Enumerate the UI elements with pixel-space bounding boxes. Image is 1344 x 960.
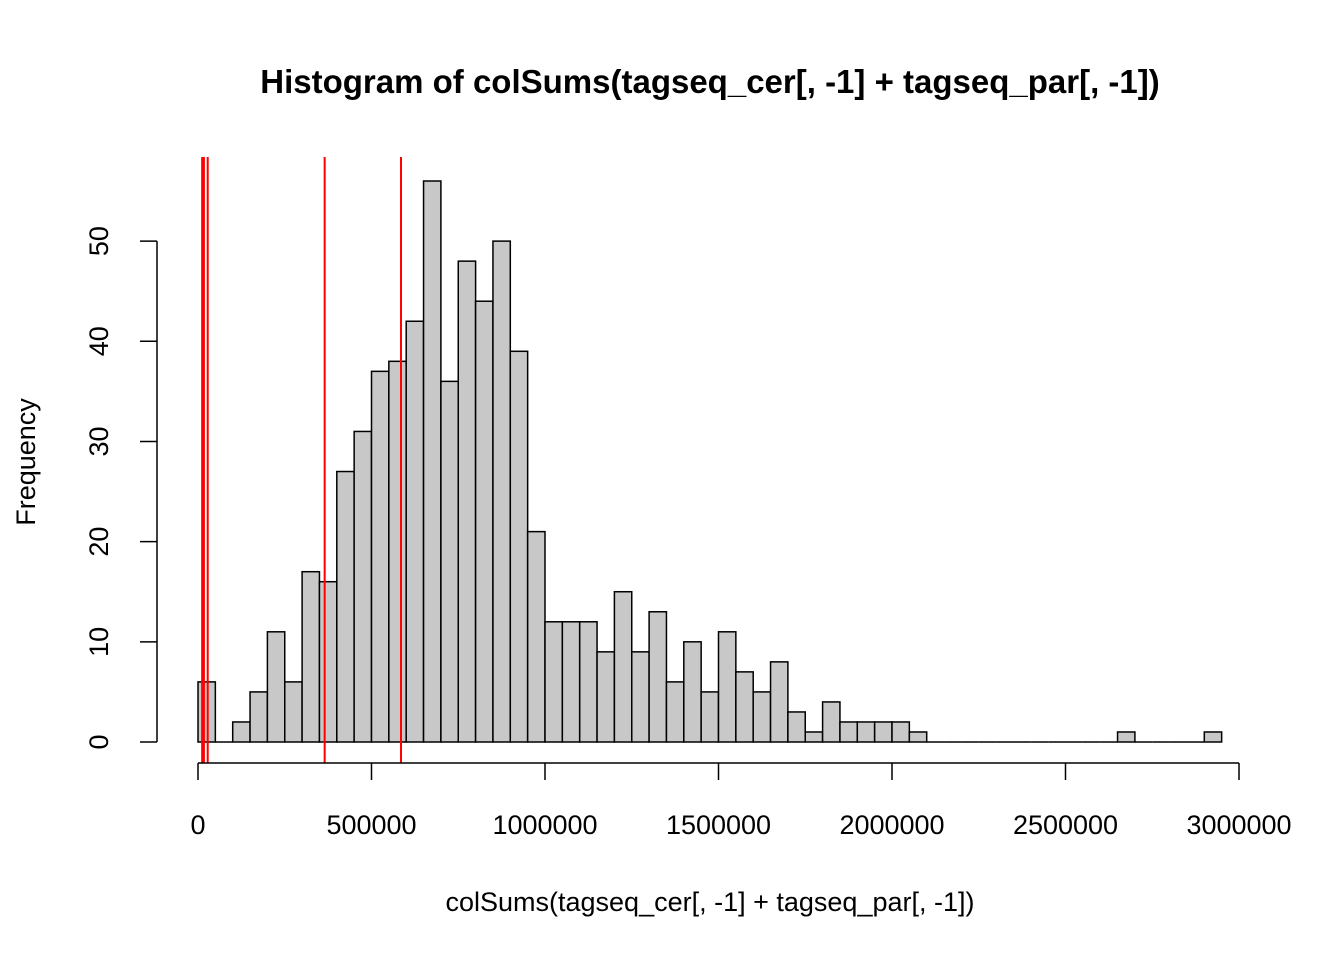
histogram-bar	[266, 631, 286, 743]
histogram-bar	[787, 711, 807, 743]
histogram-bar	[231, 721, 251, 743]
histogram-bar	[544, 621, 564, 743]
histogram-bar	[735, 671, 754, 743]
histogram-bar	[561, 621, 581, 743]
histogram-bar	[1203, 731, 1223, 743]
histogram-bar	[284, 681, 303, 743]
histogram-bar	[301, 570, 321, 743]
histogram-bar	[873, 721, 893, 743]
histogram-bar	[908, 731, 928, 743]
histogram-bar	[631, 651, 650, 743]
y-axis-label: Frequency	[11, 398, 41, 526]
histogram-bar	[422, 180, 442, 743]
histogram-bar	[578, 621, 598, 743]
histogram-bar	[509, 350, 529, 743]
histogram-bar	[457, 260, 477, 743]
histogram-bar	[249, 691, 269, 743]
histogram-bar	[891, 721, 911, 743]
y-tick-label: 0	[84, 734, 114, 749]
histogram-bar	[405, 320, 425, 743]
histogram-bar	[717, 631, 737, 743]
y-tick-label: 50	[84, 226, 114, 256]
histogram-bar	[474, 300, 494, 743]
histogram-bar	[665, 681, 685, 743]
histogram-bar	[683, 641, 702, 743]
x-tick-label: 500000	[326, 810, 416, 840]
x-tick-label: 3000000	[1186, 810, 1291, 840]
histogram-bar	[388, 360, 407, 743]
x-tick-label: 2500000	[1013, 810, 1118, 840]
bars-group	[197, 180, 1223, 743]
histogram-bar	[1116, 731, 1136, 743]
histogram-bar	[440, 380, 459, 743]
histogram-bar	[336, 470, 355, 743]
histogram-bar	[839, 721, 859, 743]
histogram-bar	[856, 721, 876, 743]
x-axis-label: colSums(tagseq_cer[, -1] + tagseq_par[, …	[445, 887, 974, 917]
histogram-bar	[821, 701, 841, 743]
histogram-bar	[700, 691, 720, 743]
y-tick-label: 30	[84, 426, 114, 456]
x-axis: 0 500000 1000000 1500000 2000000 2500000 30000…	[190, 762, 1292, 840]
histogram-bar	[526, 530, 546, 743]
x-tick-label: 1000000	[492, 810, 597, 840]
histogram-bar	[613, 590, 633, 743]
histogram-bar	[769, 661, 789, 743]
histogram-bar	[370, 370, 390, 743]
histogram-bar	[648, 611, 668, 743]
x-tick-label: 0	[190, 810, 205, 840]
y-tick-label: 20	[84, 527, 114, 557]
y-tick-label: 10	[84, 627, 114, 657]
histogram-bar	[318, 580, 338, 743]
x-tick-label: 1500000	[666, 810, 771, 840]
histogram-bar	[492, 240, 512, 743]
reference-lines-group	[201, 157, 402, 763]
histogram-bar	[353, 430, 373, 743]
chart-title: Histogram of colSums(tagseq_cer[, -1] + …	[260, 63, 1159, 100]
histogram-bar	[596, 651, 616, 743]
y-axis: 0 10 20 30 40 50	[84, 226, 158, 750]
histogram-bar	[197, 681, 217, 743]
histogram-bar	[804, 731, 824, 743]
histogram-bar	[752, 691, 772, 743]
x-tick-label: 2000000	[839, 810, 944, 840]
y-tick-label: 40	[84, 326, 114, 356]
